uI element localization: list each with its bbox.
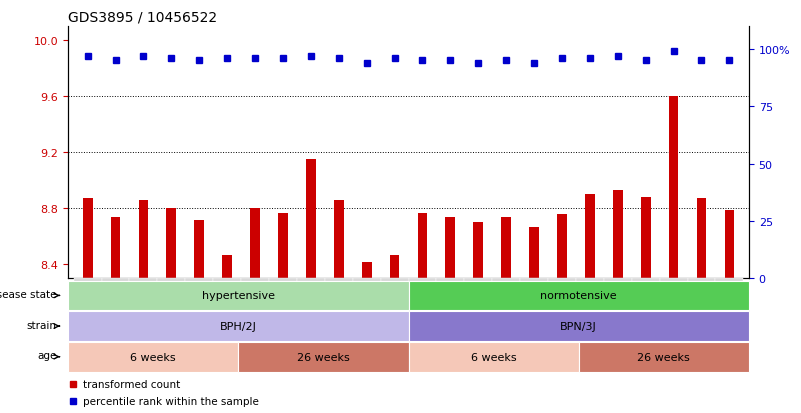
- Bar: [604, 279, 632, 311]
- Bar: [715, 279, 743, 311]
- Text: GSM618095: GSM618095: [501, 280, 511, 330]
- Text: disease state: disease state: [0, 289, 56, 299]
- Text: BPN/3J: BPN/3J: [561, 321, 597, 331]
- Bar: [641, 197, 650, 279]
- Bar: [185, 279, 213, 311]
- Bar: [362, 262, 372, 279]
- Bar: [74, 279, 102, 311]
- Bar: [111, 217, 120, 279]
- Bar: [473, 223, 483, 279]
- Text: GSM618078: GSM618078: [362, 280, 371, 330]
- Text: GSM618074: GSM618074: [251, 280, 260, 330]
- Bar: [269, 279, 297, 311]
- Bar: [585, 195, 595, 279]
- Bar: [139, 200, 148, 279]
- Bar: [241, 279, 269, 311]
- Bar: [213, 279, 241, 311]
- Bar: [278, 213, 288, 279]
- Bar: [465, 279, 493, 311]
- Text: GSM618087: GSM618087: [111, 280, 120, 330]
- Bar: [324, 279, 352, 311]
- Bar: [437, 279, 465, 311]
- Text: GSM618091: GSM618091: [223, 280, 231, 330]
- Text: GSM618094: GSM618094: [473, 280, 483, 330]
- Bar: [520, 279, 548, 311]
- Text: GSM618086: GSM618086: [83, 280, 92, 330]
- Bar: [493, 279, 520, 311]
- Text: GSM618093: GSM618093: [446, 280, 455, 330]
- Bar: [548, 279, 576, 311]
- Text: GSM618080: GSM618080: [586, 280, 594, 330]
- Text: strain: strain: [26, 320, 56, 330]
- Bar: [669, 97, 678, 279]
- Bar: [389, 255, 400, 279]
- Text: GSM618084: GSM618084: [697, 280, 706, 330]
- Text: GSM618088: GSM618088: [139, 280, 148, 330]
- Text: GSM618090: GSM618090: [195, 280, 203, 330]
- Text: GSM618083: GSM618083: [669, 280, 678, 330]
- Bar: [725, 210, 735, 279]
- Bar: [613, 190, 622, 279]
- Text: GSM618079: GSM618079: [390, 280, 399, 330]
- Text: GSM618089: GSM618089: [167, 280, 176, 330]
- Bar: [167, 209, 176, 279]
- Bar: [557, 214, 567, 279]
- Bar: [576, 279, 604, 311]
- Text: GSM618085: GSM618085: [725, 280, 734, 330]
- Bar: [445, 217, 455, 279]
- Text: GSM618096: GSM618096: [529, 280, 538, 330]
- Text: 26 weeks: 26 weeks: [638, 352, 690, 362]
- Text: GSM618081: GSM618081: [614, 280, 622, 330]
- Text: GSM618075: GSM618075: [279, 280, 288, 330]
- Bar: [83, 199, 92, 279]
- Text: GSM618076: GSM618076: [306, 280, 316, 330]
- Text: GDS3895 / 10456522: GDS3895 / 10456522: [68, 10, 217, 24]
- Bar: [334, 200, 344, 279]
- Bar: [697, 199, 706, 279]
- Text: transformed count: transformed count: [83, 379, 180, 389]
- Text: age: age: [37, 350, 56, 360]
- Bar: [687, 279, 715, 311]
- Bar: [417, 213, 428, 279]
- Bar: [380, 279, 409, 311]
- Bar: [250, 209, 260, 279]
- Text: 26 weeks: 26 weeks: [297, 352, 350, 362]
- Text: GSM618077: GSM618077: [334, 280, 344, 330]
- Bar: [501, 217, 511, 279]
- Bar: [297, 279, 324, 311]
- Bar: [306, 160, 316, 279]
- Text: GSM618082: GSM618082: [641, 280, 650, 330]
- Text: normotensive: normotensive: [541, 291, 617, 301]
- Bar: [222, 255, 232, 279]
- Text: BPH/2J: BPH/2J: [219, 321, 257, 331]
- Bar: [660, 279, 687, 311]
- Bar: [632, 279, 660, 311]
- Text: hypertensive: hypertensive: [202, 291, 275, 301]
- Bar: [352, 279, 380, 311]
- Bar: [130, 279, 157, 311]
- Text: 6 weeks: 6 weeks: [471, 352, 517, 362]
- Text: percentile rank within the sample: percentile rank within the sample: [83, 396, 260, 406]
- Bar: [157, 279, 185, 311]
- Bar: [195, 220, 204, 279]
- Bar: [529, 227, 539, 279]
- Text: GSM618097: GSM618097: [557, 280, 566, 330]
- Text: GSM618092: GSM618092: [418, 280, 427, 330]
- Bar: [409, 279, 437, 311]
- Bar: [102, 279, 130, 311]
- Text: 6 weeks: 6 weeks: [131, 352, 176, 362]
